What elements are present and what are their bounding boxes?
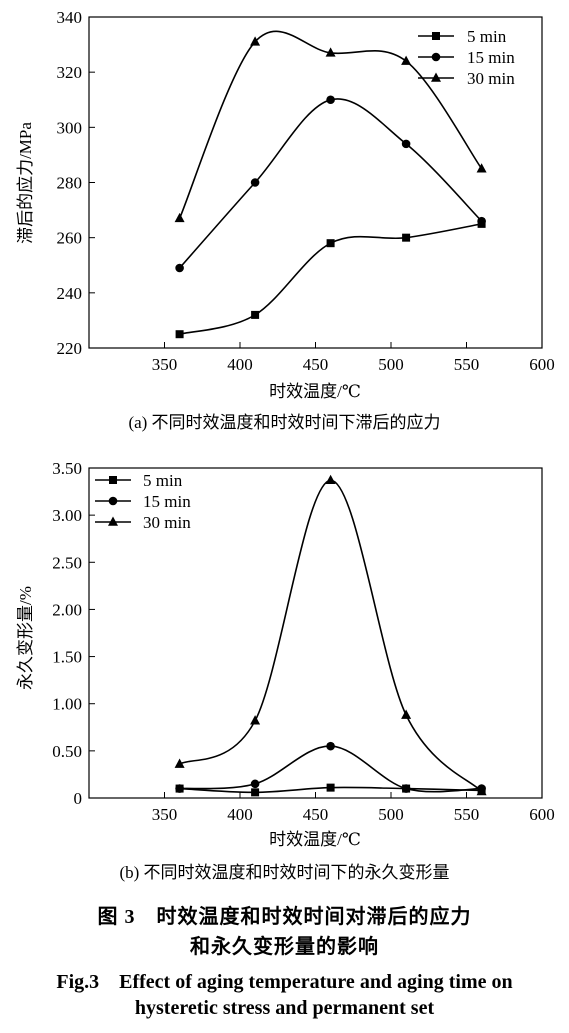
chart-a-ytick-label: 280 [57, 174, 83, 193]
chart-a-legend-label: 30 min [467, 69, 515, 88]
figure-title-en-line1: Fig.3 Effect of aging temperature and ag… [56, 971, 513, 993]
chart-a: 350 400 450 500 550 600220240260280300320340 … [16, 8, 555, 401]
chart-b-ytick-label: 3.50 [52, 459, 82, 478]
chart-a-ytick-label: 340 [57, 8, 83, 27]
chart-a-ticks: 350 400 450 500 550 600 220 240 260 280 300 320 340 [57, 8, 555, 374]
chart-a-data-point [175, 330, 184, 339]
chart-b-xtick-label: 350 [152, 805, 178, 824]
chart-b-data-point [476, 785, 487, 796]
chart-b-xtick-label: 550 [454, 805, 480, 824]
chart-a-xtick-label: 600 [529, 355, 555, 374]
chart-b-ticks: 350 400 450 500 550 600 0 0.50 1.00 1.50 2.00 2.50 3… [52, 459, 555, 824]
chart-b-legend-label: 5 min [143, 471, 183, 490]
chart-a-data-point [174, 212, 185, 223]
chart-b-legend: 5 min 15 min 30 min [95, 471, 191, 532]
chart-b-xtick-label: 600 [529, 805, 555, 824]
chart-b-xtick-label: 400 [227, 805, 253, 824]
chart-a-data-point [175, 263, 184, 273]
chart-a-xtick-label: 400 [227, 355, 253, 374]
chart-b-legend-marker [109, 476, 117, 484]
chart-b-ytick-label: 0 [74, 789, 83, 808]
figure-title-cn-line2: 和永久变形量的影响 [190, 936, 379, 958]
chart-a-ytick-label: 260 [57, 229, 83, 248]
chart-a-caption: (a) 不同时效温度和时效时间下滞后的应力 [128, 413, 441, 432]
chart-a-data-point [326, 95, 335, 105]
chart-b-data-point [401, 784, 411, 793]
chart-b-ytick-label: 3.00 [52, 506, 82, 525]
chart-b-legend-label: 30 min [143, 513, 191, 532]
chart-a-series [174, 30, 487, 339]
chart-a-data-point [401, 139, 411, 149]
chart-a-data-point [326, 239, 335, 248]
chart-a-ylabel: 滞后的应力/MPa [16, 122, 35, 244]
chart-a-data-point [251, 310, 260, 319]
chart-a-xlabel: 时效温度/℃ [269, 382, 361, 401]
chart-b-data-point [250, 715, 261, 725]
chart-b-series [174, 474, 487, 797]
chart-b-ytick-label: 2.00 [52, 600, 82, 619]
chart-b-data-point [325, 474, 336, 485]
chart-b-ytick-label: 2.50 [52, 553, 82, 572]
chart-a-data-point [402, 233, 411, 242]
chart-a-legend-label: 15 min [467, 48, 515, 67]
chart-b-legend-marker [108, 496, 118, 506]
chart-a-ytick-label: 220 [57, 339, 83, 358]
chart-a-xtick-label: 550 [454, 355, 480, 374]
chart-b-ytick-label: 1.00 [52, 695, 82, 714]
chart-a-data-point [250, 178, 260, 187]
chart-b-data-point [251, 788, 260, 797]
chart-b-caption: (b) 不同时效温度和时效时间下的永久变形量 [119, 863, 450, 882]
chart-b-ytick-label: 1.50 [52, 648, 82, 667]
chart-a-legend: 5 min 15 min 30 min [418, 27, 515, 88]
chart-a-legend-marker [431, 52, 441, 62]
figure-title-en-line2: hysteretic stress and permanent set [134, 997, 435, 1019]
chart-a-data-point [325, 47, 336, 57]
chart-a-data-point [476, 163, 487, 173]
chart-a-ytick-label: 320 [57, 63, 83, 82]
chart-b-xlabel: 时效温度/℃ [269, 830, 361, 849]
chart-a-xtick-label: 350 [152, 355, 178, 374]
chart-a-data-point [477, 216, 486, 226]
chart-a-legend-marker [432, 32, 440, 40]
chart-b: 350 400 450 500 550 600 0 0.50 1.00 1.50 2.00 2.50 3… [16, 459, 555, 849]
chart-a-data-point [250, 36, 261, 46]
chart-a-legend-marker [431, 72, 441, 82]
chart-a-xtick-label: 450 [303, 355, 329, 374]
chart-a-ytick-label: 240 [57, 284, 83, 303]
chart-b-data-point [326, 783, 335, 792]
figure-title-cn-line1: 图 3 时效温度和时效时间对滞后的应力 [97, 906, 472, 928]
chart-b-data-point [175, 784, 184, 793]
chart-b-data-point [174, 758, 185, 768]
chart-b-data-point [401, 709, 412, 719]
chart-b-data-point [326, 741, 335, 751]
chart-b-xtick-label: 500 [378, 805, 404, 824]
chart-b-data-point [250, 779, 260, 789]
chart-b-ylabel: 永久变形量/% [16, 586, 35, 690]
chart-a-data-point [401, 55, 412, 65]
chart-a-xtick-label: 500 [378, 355, 404, 374]
chart-a-series-line [178, 30, 483, 219]
chart-b-xtick-label: 450 [303, 805, 329, 824]
chart-b-ytick-label: 0.50 [52, 742, 82, 761]
chart-a-legend-label: 5 min [467, 27, 507, 46]
chart-b-legend-marker [108, 516, 118, 526]
chart-b-legend-label: 15 min [143, 492, 191, 511]
chart-a-ytick-label: 300 [57, 118, 83, 137]
